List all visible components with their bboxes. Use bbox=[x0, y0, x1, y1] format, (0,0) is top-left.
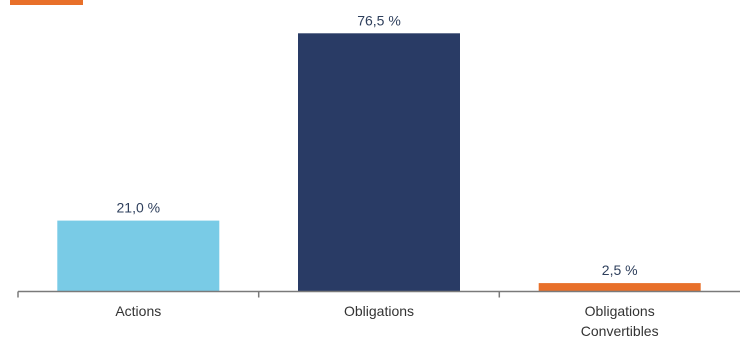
bars-group bbox=[57, 33, 701, 292]
accent-bar bbox=[10, 0, 83, 5]
bar-1 bbox=[57, 220, 220, 292]
x-axis bbox=[17, 290, 740, 298]
bar-3 bbox=[538, 283, 701, 292]
value-label-2: 76,5 % bbox=[357, 12, 401, 28]
category-label-2: Obligations bbox=[344, 303, 414, 319]
value-label-3: 2,5 % bbox=[602, 262, 638, 278]
category-labels-group: Actions Obligations Obligations Convertible… bbox=[115, 303, 658, 338]
bar-2 bbox=[298, 33, 460, 292]
value-label-1: 21,0 % bbox=[117, 200, 161, 216]
category-label-1: Actions bbox=[115, 303, 161, 319]
category-label-3: Obligations Convertibles bbox=[581, 303, 659, 338]
value-labels-group: 21,0 % 76,5 % 2,5 % bbox=[117, 12, 638, 278]
